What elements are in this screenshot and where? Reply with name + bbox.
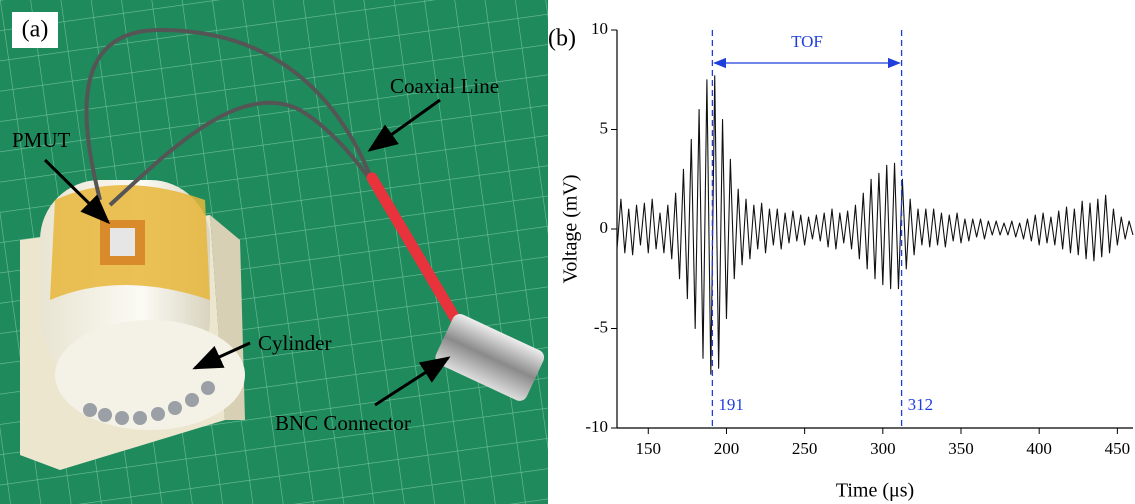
marker-label: 312 [908,395,934,414]
x-tick-label: 350 [948,439,974,458]
coaxial-cable-loop [108,100,374,207]
balls [83,381,215,425]
x-tick-label: 400 [1026,439,1052,458]
y-tick-label: 0 [600,218,609,237]
panel-label: (b) [548,26,576,52]
photo: (a) Coaxial Line PMUT Cylinder BNC Conne… [0,0,548,504]
x-tick-label: 200 [714,439,740,458]
y-axis-label: Voltage (mV) [560,174,582,283]
callout-arrow [374,356,451,407]
y-tick-label: 5 [600,118,609,137]
callout: PMUT [12,128,71,152]
panel-label-box [12,12,58,48]
x-tick-label: 300 [870,439,896,458]
cylinder-face [55,320,245,430]
x-tick-label: 250 [792,439,818,458]
callout-arrow [43,158,111,225]
y-tick-label: -10 [585,417,608,436]
bnc-connector [435,314,545,401]
red-cable [366,172,471,341]
marker-label: 191 [718,395,744,414]
callout: Cylinder [258,331,332,355]
waveform [616,75,1134,375]
x-tick-label: 150 [636,439,662,458]
tof-label: TOF [791,32,823,51]
pmut-chip [110,228,135,256]
callout: BNC Connector [275,411,411,435]
callout-arrow [192,341,251,370]
x-axis-label: Time (μs) [836,480,914,502]
panel-label: (a) [22,17,49,43]
coaxial-cable [84,27,372,201]
x-tick-label: 450 [1105,439,1131,458]
callout-arrow [367,98,441,152]
y-tick-label: -5 [594,317,608,336]
callout: Coaxial Line [390,74,499,98]
chart: (b) Time (μs) Voltage (mV) -10 -5 0 5 10 150 2… [548,19,1134,502]
y-tick-label: 10 [591,19,608,38]
